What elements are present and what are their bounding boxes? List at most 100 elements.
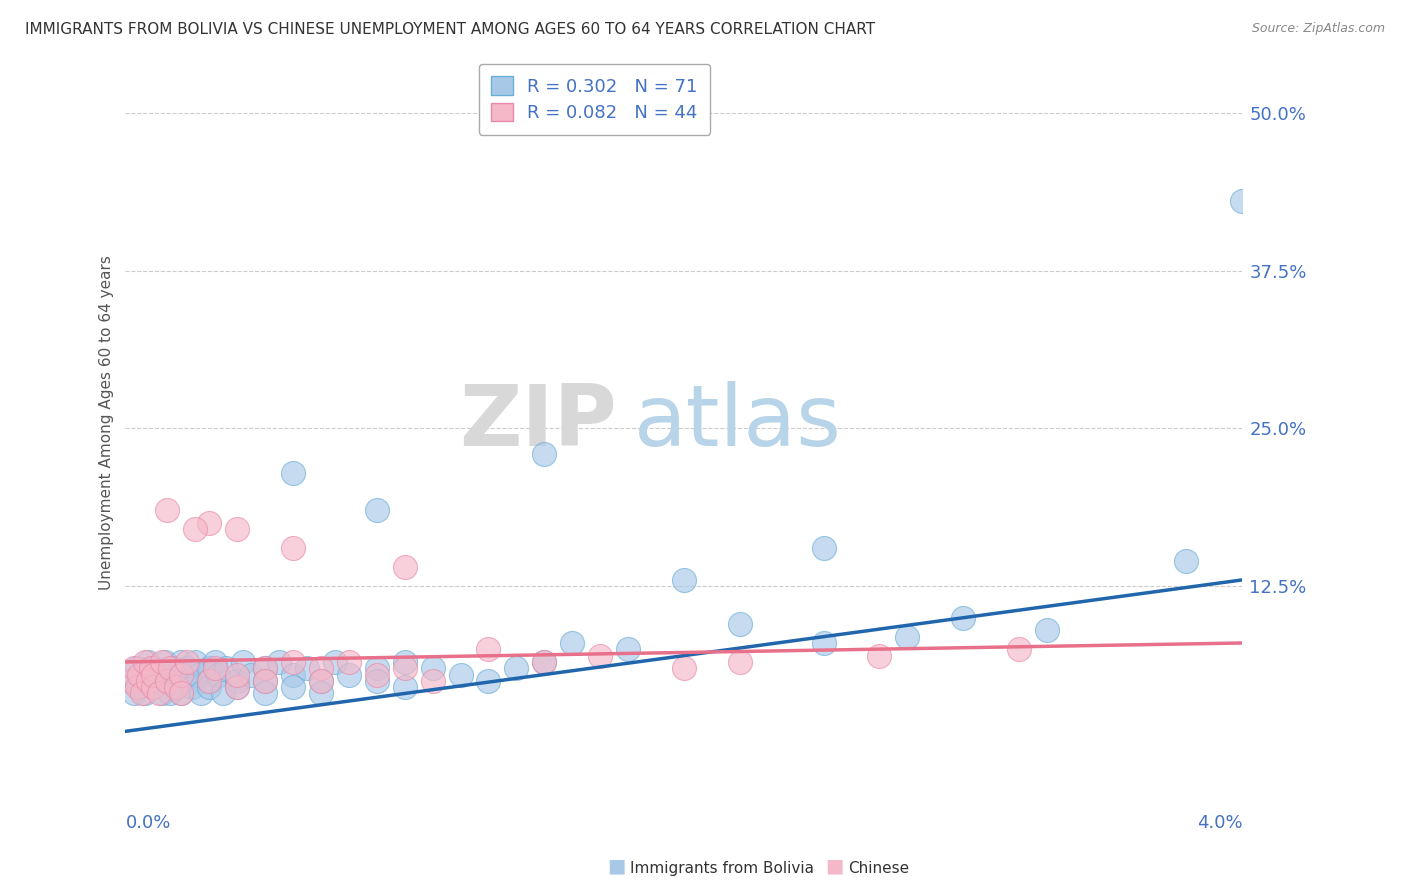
Point <box>159 661 181 675</box>
Point <box>170 686 193 700</box>
Point <box>226 667 249 681</box>
Point <box>142 661 165 675</box>
Legend: R = 0.302   N = 71, R = 0.082   N = 44: R = 0.302 N = 71, R = 0.082 N = 44 <box>478 63 710 135</box>
Point <box>309 673 332 688</box>
Point <box>125 661 148 675</box>
Point <box>156 673 179 688</box>
Point <box>267 655 290 669</box>
Point <box>128 667 150 681</box>
Point <box>170 655 193 669</box>
Point <box>226 680 249 694</box>
Point <box>136 673 159 688</box>
Point <box>323 655 346 669</box>
Point <box>505 661 527 675</box>
Point <box>142 680 165 694</box>
Point <box>125 680 148 694</box>
Text: IMMIGRANTS FROM BOLIVIA VS CHINESE UNEMPLOYMENT AMONG AGES 60 TO 64 YEARS CORREL: IMMIGRANTS FROM BOLIVIA VS CHINESE UNEMP… <box>25 22 876 37</box>
Point <box>142 667 165 681</box>
Point <box>184 523 207 537</box>
Point <box>139 673 162 688</box>
Text: Immigrants from Bolivia: Immigrants from Bolivia <box>630 861 814 876</box>
Point <box>190 686 212 700</box>
Point <box>366 503 388 517</box>
Point <box>281 667 304 681</box>
Point <box>728 617 751 632</box>
Point <box>394 661 416 675</box>
Point <box>170 686 193 700</box>
Point <box>181 680 204 694</box>
Point <box>477 673 499 688</box>
Point <box>813 636 835 650</box>
Point <box>165 680 187 694</box>
Point <box>153 655 176 669</box>
Point <box>561 636 583 650</box>
Point <box>198 673 221 688</box>
Point <box>254 661 277 675</box>
Point <box>394 680 416 694</box>
Point <box>281 655 304 669</box>
Point <box>134 655 156 669</box>
Point <box>142 680 165 694</box>
Point <box>165 680 187 694</box>
Point <box>366 673 388 688</box>
Point <box>170 667 193 681</box>
Point <box>150 655 173 669</box>
Point <box>198 516 221 530</box>
Point <box>156 503 179 517</box>
Point <box>1175 554 1198 568</box>
Point <box>281 541 304 556</box>
Point <box>533 655 555 669</box>
Point <box>813 541 835 556</box>
Point <box>254 686 277 700</box>
Point <box>589 648 612 663</box>
Point <box>281 466 304 480</box>
Point <box>134 686 156 700</box>
Point <box>422 661 444 675</box>
Text: Source: ZipAtlas.com: Source: ZipAtlas.com <box>1251 22 1385 36</box>
Text: ■: ■ <box>825 857 844 876</box>
Point <box>672 573 695 587</box>
Point <box>204 661 226 675</box>
Point <box>159 686 181 700</box>
Text: ZIP: ZIP <box>460 381 617 464</box>
Point <box>120 673 142 688</box>
Point <box>309 661 332 675</box>
Point <box>254 661 277 675</box>
Point <box>281 680 304 694</box>
Point <box>309 673 332 688</box>
Text: ■: ■ <box>607 857 626 876</box>
Point <box>226 523 249 537</box>
Point <box>254 673 277 688</box>
Point <box>728 655 751 669</box>
Point <box>198 673 221 688</box>
Point <box>176 655 198 669</box>
Point <box>131 686 153 700</box>
Point <box>156 673 179 688</box>
Point <box>477 642 499 657</box>
Point <box>184 655 207 669</box>
Point <box>533 655 555 669</box>
Point <box>337 655 360 669</box>
Point <box>309 686 332 700</box>
Point <box>139 661 162 675</box>
Point <box>207 667 229 681</box>
Point <box>148 667 170 681</box>
Point <box>617 642 640 657</box>
Point <box>226 680 249 694</box>
Point <box>1008 642 1031 657</box>
Point <box>232 655 254 669</box>
Point <box>179 673 201 688</box>
Point <box>254 673 277 688</box>
Point <box>136 655 159 669</box>
Text: 0.0%: 0.0% <box>125 814 172 832</box>
Point <box>366 661 388 675</box>
Point <box>212 686 235 700</box>
Point <box>148 686 170 700</box>
Point <box>131 667 153 681</box>
Text: 4.0%: 4.0% <box>1197 814 1243 832</box>
Point <box>533 447 555 461</box>
Point <box>366 667 388 681</box>
Point <box>952 611 974 625</box>
Point <box>122 661 145 675</box>
Point <box>672 661 695 675</box>
